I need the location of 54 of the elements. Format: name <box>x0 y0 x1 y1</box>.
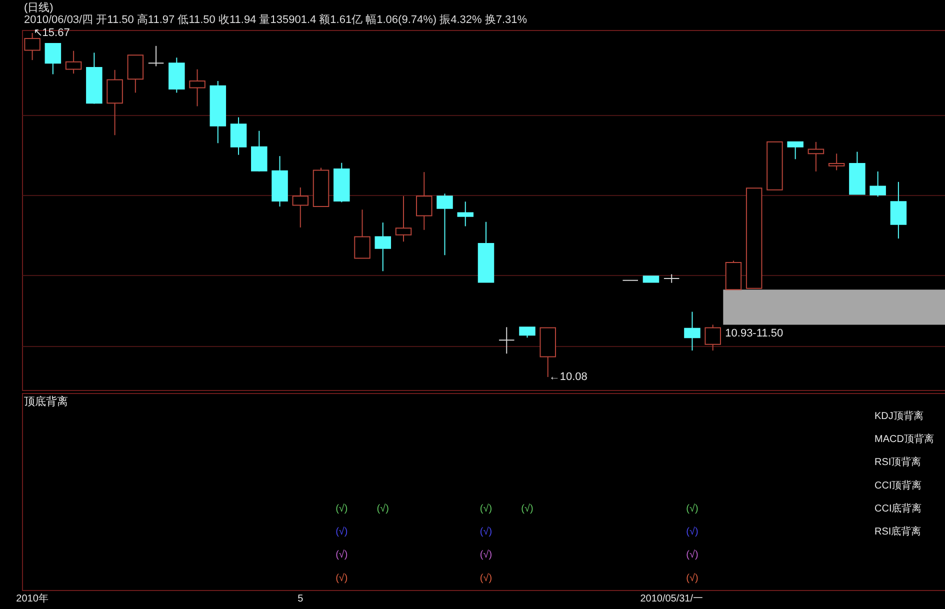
text: (√) <box>521 503 534 514</box>
candlestick <box>127 54 144 94</box>
candlestick <box>292 186 309 228</box>
x-tick-label: 2010年 <box>16 592 48 604</box>
y-tick-label: KDJ顶背离 <box>874 410 924 422</box>
candlestick <box>44 42 62 75</box>
x-tick-label: 2010/05/31/一 <box>640 594 704 604</box>
annotation: ↖15.67 <box>33 27 70 39</box>
candlestick <box>704 324 721 352</box>
candlestick <box>498 326 515 354</box>
text: (√) <box>376 503 389 514</box>
candlestick <box>663 274 680 284</box>
candlestick <box>457 201 474 227</box>
candlestick <box>684 311 700 352</box>
text: (√) <box>336 526 348 538</box>
candlestick <box>251 130 268 172</box>
x-tick-label: 5 <box>298 594 304 604</box>
text: (√) <box>480 572 492 584</box>
candlestick <box>828 153 845 171</box>
text: (√) <box>336 550 348 561</box>
candlestick <box>189 68 206 107</box>
candlestick <box>395 196 412 242</box>
text: (√) <box>686 526 698 538</box>
candlestick <box>436 193 453 256</box>
candlestick <box>808 141 824 172</box>
candlestick <box>374 222 392 272</box>
text: (√) <box>686 572 698 584</box>
candlestick <box>106 69 123 136</box>
y-tick-label: CCI底背离 <box>874 502 922 514</box>
candlestick <box>870 170 886 198</box>
candlestick <box>65 50 82 74</box>
candlestick <box>148 45 164 67</box>
text: (√) <box>480 526 492 538</box>
candlestick <box>890 181 907 240</box>
text: (√) <box>686 503 698 514</box>
text: (√) <box>686 550 698 561</box>
band-label: 10.93-11.50 <box>725 328 784 340</box>
text: (√) <box>336 572 348 584</box>
chart-subtitle: 2010/06/03/四 开11.50 高11.97 低11.50 收11.94 量135901.4 额1.61亿 幅1.06(9.74%) 振4.32% 换7.31% <box>24 13 528 26</box>
chart-title: 顶底背离 <box>24 395 68 408</box>
annotation: ←10.08 <box>548 371 588 383</box>
text: (√) <box>480 550 492 561</box>
y-tick-label: RSI底背离 <box>874 526 922 538</box>
candlestick <box>787 141 804 160</box>
y-tick-label: RSI顶背离 <box>874 456 922 468</box>
candlestick <box>519 326 536 338</box>
chart-title: (日线) <box>24 1 54 14</box>
text: (√) <box>336 503 348 514</box>
candlestick <box>416 172 432 230</box>
text: (√) <box>480 503 492 514</box>
candlestick <box>230 116 247 156</box>
y-tick-label: MACD顶背离 <box>874 433 934 446</box>
candlestick <box>354 209 370 259</box>
y-tick-label: CCI顶背离 <box>874 479 922 492</box>
